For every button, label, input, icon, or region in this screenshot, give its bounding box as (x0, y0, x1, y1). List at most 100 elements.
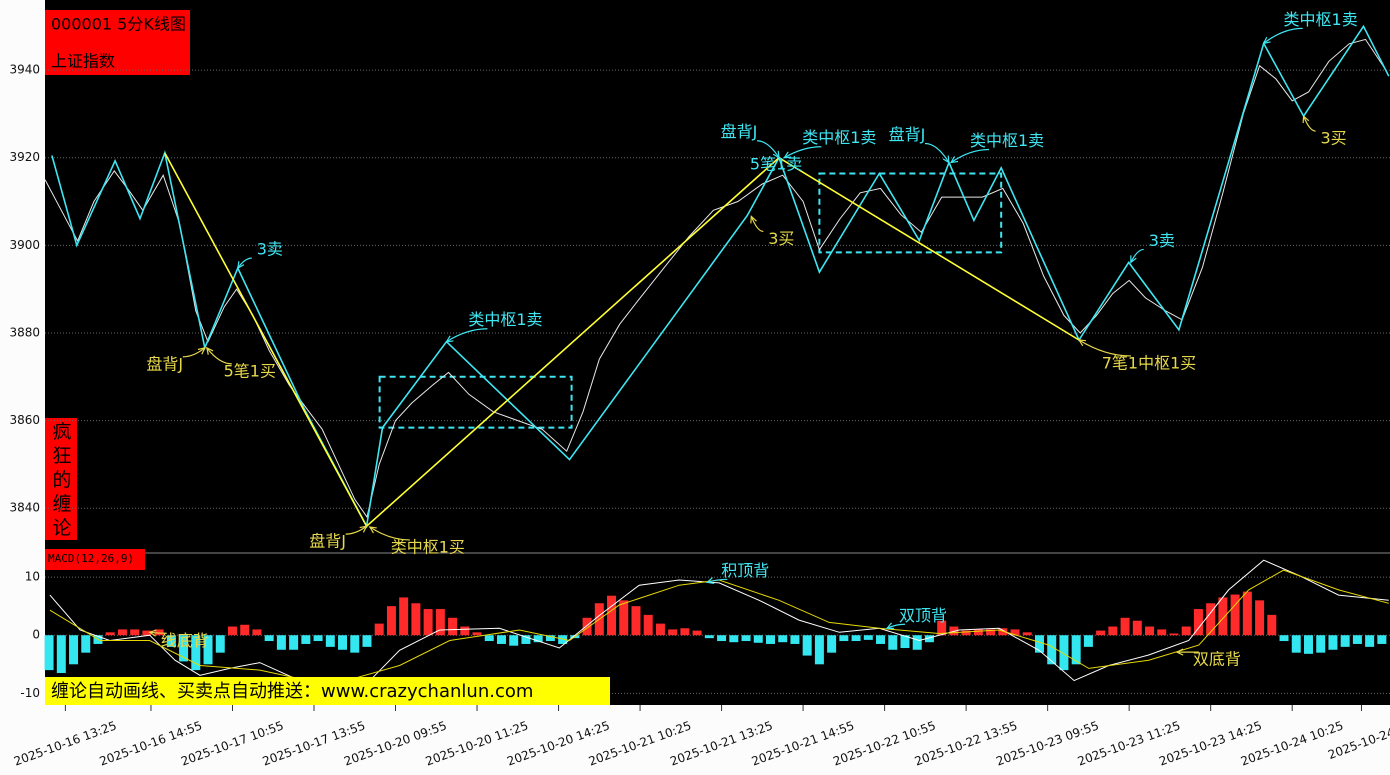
y-tick-label: 3840 (9, 501, 40, 515)
macd-bar (1230, 594, 1240, 636)
macd-bar (851, 635, 861, 642)
macd-bar (668, 629, 678, 636)
plot-bg (45, 0, 1390, 705)
annotation-arrowhead (368, 526, 377, 534)
y-tick-label: -10 (20, 686, 40, 700)
annotation: 盘背J (721, 122, 758, 141)
line (49, 569, 1389, 686)
macd-bar (1255, 600, 1265, 636)
y-tick-label: 3860 (9, 413, 40, 427)
annotation-arrowhead (750, 215, 757, 224)
annotation: 5笔1买 (224, 361, 276, 380)
annotation: 3买 (1321, 129, 1347, 148)
macd-bar (692, 630, 702, 636)
macd-bar (374, 623, 384, 636)
side-box (45, 418, 77, 540)
y-tick-label: 3900 (9, 238, 40, 252)
macd-bar (1034, 635, 1044, 653)
macd-bar (472, 632, 482, 636)
macd-bar (1206, 603, 1216, 636)
macd-bar (399, 597, 409, 636)
annotation: 积顶背 (721, 561, 769, 580)
macd-bar (1242, 591, 1252, 636)
macd-bar (350, 635, 360, 653)
macd-bar (753, 635, 763, 643)
macd-bar (1218, 597, 1228, 636)
macd-bar (1291, 635, 1301, 653)
zone (818, 172, 1003, 254)
annotation-arrow (1078, 339, 1132, 357)
annotation-arrow (784, 146, 822, 159)
macd-bar (448, 617, 458, 636)
macd-bar (1022, 632, 1032, 636)
annotation-arrow (369, 526, 410, 541)
macd-bar (1267, 614, 1277, 636)
macd-bar (81, 635, 91, 653)
macd-bar (680, 628, 690, 636)
macd-bar (924, 635, 934, 643)
macd-title: MACD(12,26,9) (48, 552, 134, 565)
annotation-arrowhead (949, 156, 959, 164)
macd-bar (876, 635, 886, 644)
macd-bar (1059, 635, 1069, 671)
macd-bar (1145, 626, 1155, 636)
macd-bar (741, 635, 751, 642)
macd-bar (937, 620, 947, 636)
macd-bar (460, 626, 470, 636)
macd-bar (631, 606, 641, 636)
macd-bar (130, 629, 140, 636)
y-tick-label: 3920 (9, 150, 40, 164)
macd-bar (191, 635, 201, 671)
macd-bar (423, 609, 433, 636)
macd-bar (790, 635, 800, 644)
macd-bar (105, 632, 115, 636)
macd-bar (643, 614, 653, 636)
macd-bar (900, 635, 910, 649)
annotation: 盘背J (146, 354, 183, 373)
macd-bar (1096, 630, 1106, 636)
annotation-arrowhead (236, 261, 245, 270)
macd-bar (203, 635, 213, 665)
annotation-arrowhead (197, 346, 206, 355)
macd-bar (912, 635, 922, 650)
annotation-arrowhead (1262, 36, 1271, 45)
macd-bar (1181, 626, 1191, 636)
banner-box (45, 677, 610, 705)
macd-bar (484, 635, 494, 642)
macd-bar (521, 635, 531, 644)
macd-bar (814, 635, 824, 665)
annotation-arrowhead (783, 151, 792, 159)
line (49, 559, 1389, 692)
macd-bar (1365, 635, 1375, 647)
annotation-arrowhead (885, 622, 895, 630)
macd-bar (717, 635, 727, 642)
macd-bar (973, 629, 983, 636)
macd-bar (839, 635, 849, 642)
annotation-arrow (206, 347, 232, 365)
annotation-arrowhead (1175, 648, 1184, 656)
annotation-arrow (149, 631, 167, 634)
macd-bar (533, 635, 543, 643)
macd-bar (215, 635, 225, 653)
macd-bar (496, 635, 506, 644)
macd-bar (1010, 629, 1020, 636)
macd-bar (1303, 635, 1313, 654)
annotation-arrow (950, 148, 990, 164)
annotation-arrowhead (205, 346, 214, 355)
macd-bar (69, 635, 79, 665)
macd-bar (1083, 635, 1093, 647)
banner: 缠论自动画线、买卖点自动推送：www.crazychanlun.com (51, 681, 533, 702)
side-label: 疯狂的缠论 (52, 421, 71, 539)
macd-bar (1377, 635, 1387, 644)
annotation: 3卖 (257, 240, 283, 259)
macd-bar (704, 635, 714, 639)
header-code: 000001 5分K线图 (51, 15, 186, 34)
macd-bar (142, 630, 152, 636)
annotation-arrow (182, 347, 206, 358)
annotation-arrow (446, 328, 488, 343)
macd-bar (558, 635, 568, 644)
annotation-arrow (707, 578, 728, 583)
annotation-arrowhead (1077, 339, 1087, 347)
macd-bar (545, 635, 555, 642)
